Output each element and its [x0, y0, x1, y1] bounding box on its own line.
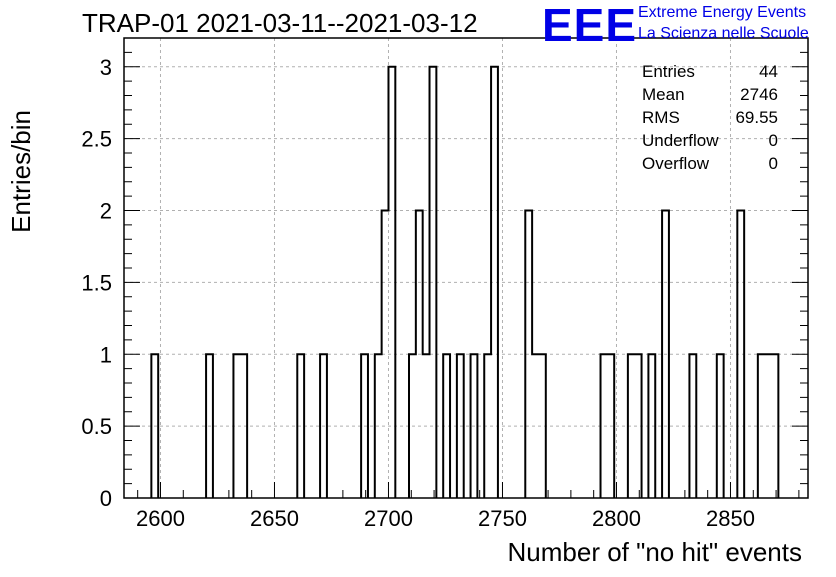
x-tick-label: 2700: [364, 506, 413, 531]
stat-value: 69.55: [735, 108, 778, 127]
histogram-bin: [662, 211, 669, 499]
histogram-bin: [361, 354, 368, 498]
stat-value: 44: [759, 62, 778, 81]
histogram-bin: [382, 211, 389, 499]
histogram-bin: [320, 354, 327, 498]
stat-value: 2746: [740, 85, 778, 104]
histogram-bin: [457, 354, 464, 498]
y-tick-label: 3: [100, 55, 112, 80]
stat-row-mean: Mean 2746: [642, 83, 778, 106]
y-tick-label: 1: [100, 342, 112, 367]
stat-label: Overflow: [642, 154, 710, 173]
plot-frame: [123, 37, 809, 499]
histogram-bin: [628, 354, 635, 498]
histogram-bin: [648, 354, 655, 498]
y-tick-label: 0.5: [81, 414, 112, 439]
x-tick-label: 2800: [592, 506, 641, 531]
histogram-bin: [539, 354, 546, 498]
histogram-bin: [525, 211, 532, 499]
histogram-bin: [388, 67, 395, 498]
logo-text-line1: Extreme Energy Events: [638, 4, 807, 21]
stat-value: 0: [768, 131, 778, 150]
x-tick-label: 2650: [250, 506, 299, 531]
x-tick-label: 2850: [706, 506, 755, 531]
x-tick-label: 2600: [136, 506, 185, 531]
histogram-bin: [765, 354, 772, 498]
histogram-bin: [607, 354, 614, 498]
histogram-bin: [491, 67, 498, 498]
histogram-bin: [737, 211, 744, 499]
histogram-bin: [689, 354, 696, 498]
x-axis-label: Number of "no hit" events: [507, 537, 803, 567]
stats-box: Entries 44 Mean 2746 RMS 69.55 Underflow…: [642, 60, 778, 175]
stat-label: Underflow: [642, 131, 719, 150]
x-tick-label: 2750: [478, 506, 527, 531]
stat-label: RMS: [642, 108, 680, 127]
logo-text-line2: La Scienza nelle Scuole: [638, 25, 809, 42]
histogram-bin: [206, 354, 213, 498]
histogram-bin: [151, 354, 158, 498]
histogram-bin: [423, 354, 430, 498]
y-tick-label: 2.5: [81, 127, 112, 152]
histogram-bin: [471, 354, 478, 498]
stat-value: 0: [768, 154, 778, 173]
stat-row-underflow: Underflow 0: [642, 129, 778, 152]
stat-row-entries: Entries 44: [642, 60, 778, 83]
eee-logo: EEE: [542, 0, 638, 51]
histogram-bin: [484, 354, 491, 498]
y-tick-label: 1.5: [81, 270, 112, 295]
stat-label: Mean: [642, 85, 685, 104]
y-tick-label: 0: [100, 486, 112, 511]
y-tick-label: 2: [100, 199, 112, 224]
histogram-bin: [409, 354, 416, 498]
histogram-bin: [717, 354, 724, 498]
histogram-bin: [532, 354, 539, 498]
stat-row-overflow: Overflow 0: [642, 152, 778, 175]
stat-label: Entries: [642, 62, 695, 81]
histogram-bin: [375, 354, 382, 498]
histogram-bin: [635, 354, 642, 498]
histogram-outline: [150, 65, 780, 498]
histogram-bin: [601, 354, 608, 498]
histogram-bin: [772, 354, 779, 498]
plot-title: TRAP-01 2021-03-11--2021-03-12: [82, 8, 478, 38]
histogram-bin: [297, 354, 304, 498]
stat-row-rms: RMS 69.55: [642, 106, 778, 129]
y-axis-label: Entries/bin: [6, 110, 36, 233]
histogram-bin: [233, 354, 240, 498]
histogram-bin: [443, 354, 450, 498]
histogram-bin: [430, 67, 437, 498]
histogram-bin: [240, 354, 247, 498]
histogram-bin: [416, 211, 423, 499]
histogram-bin: [758, 354, 765, 498]
